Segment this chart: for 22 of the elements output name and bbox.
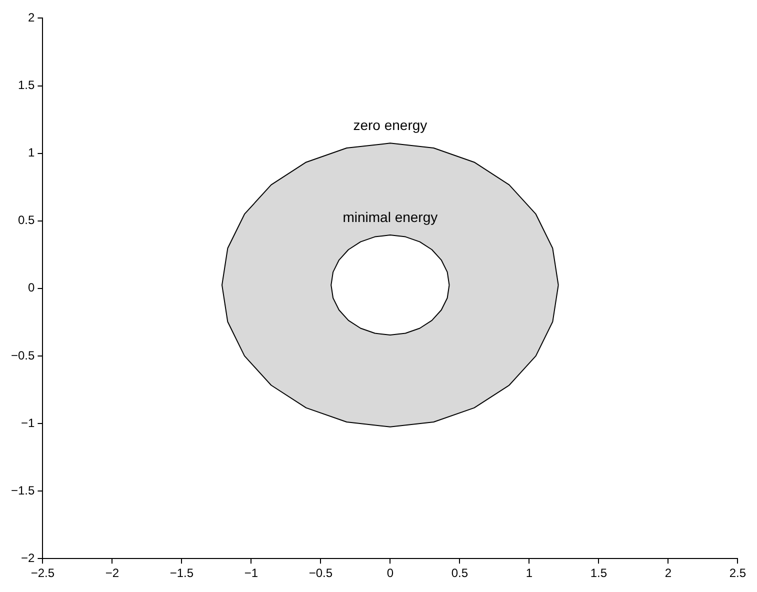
x-tick-label: −1.5 (170, 566, 194, 580)
x-tick-label: 2.5 (729, 566, 746, 580)
y-tick-label: −1 (21, 416, 36, 430)
y-tick-label: −0.5 (10, 348, 35, 362)
x-tick-label: −0.5 (308, 566, 333, 580)
x-tick-label: −2 (105, 566, 120, 580)
y-tick-label: −1.5 (10, 483, 35, 498)
y-tick-label: 1 (28, 146, 35, 160)
annotation: zero energy (353, 117, 428, 134)
x-tick-label: 2 (664, 566, 672, 580)
x-tick-label: 1.5 (590, 566, 608, 580)
y-tick-label: 0.5 (18, 213, 36, 228)
x-tick-label: 0.5 (451, 566, 468, 580)
x-tick-label: 0 (386, 566, 394, 580)
x-tick-label: −1 (244, 566, 258, 580)
y-tick-label: 1.5 (18, 78, 36, 92)
x-tick-label: −2.5 (30, 566, 55, 580)
annotation: minimal energy (342, 208, 438, 225)
x-tick-label: 1 (526, 566, 533, 580)
y-tick-label: −2 (21, 550, 36, 565)
y-tick-label: 2 (28, 10, 35, 25)
y-tick-label: 0 (28, 280, 35, 295)
